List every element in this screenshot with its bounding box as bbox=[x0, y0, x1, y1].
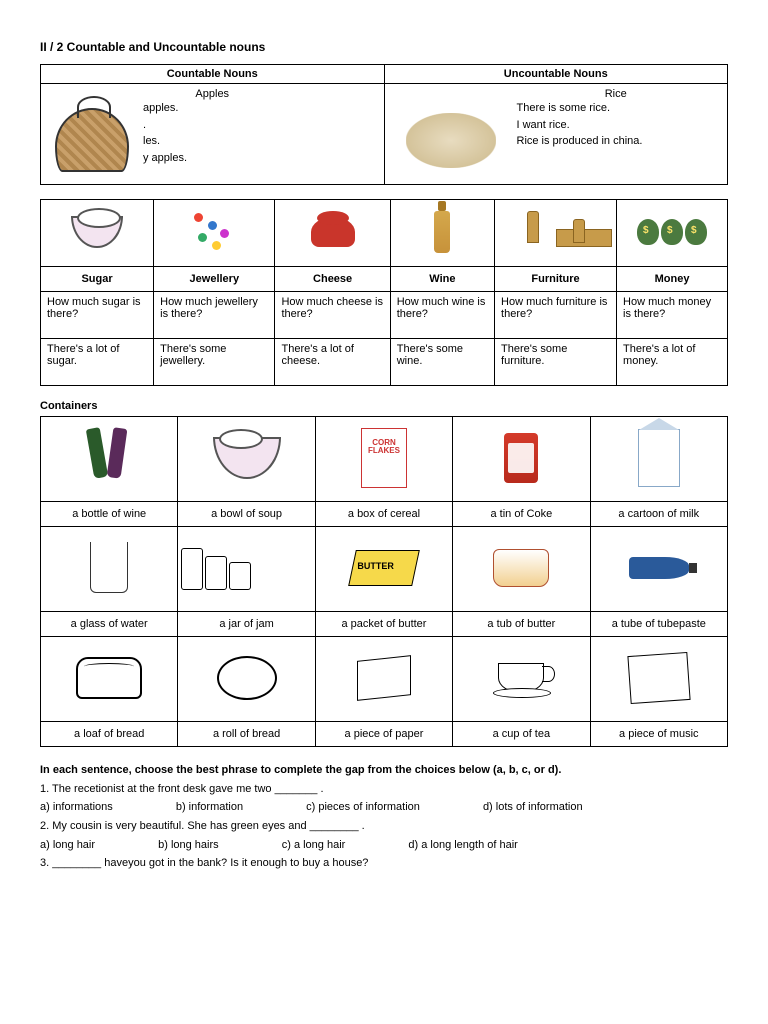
rice-icon bbox=[391, 100, 511, 180]
item-answer: There's a lot of sugar. bbox=[41, 339, 154, 386]
item-question: How much furniture is there? bbox=[495, 292, 617, 339]
money-icon bbox=[617, 200, 728, 267]
exercise-block: In each sentence, choose the best phrase… bbox=[40, 761, 728, 873]
worksheet-title: II / 2 Countable and Uncountable nouns bbox=[40, 40, 728, 54]
container-label: a piece of music bbox=[590, 722, 727, 747]
item-question: How much sugar is there? bbox=[41, 292, 154, 339]
apples-lines: apples. . les. y apples. bbox=[143, 100, 187, 180]
roll-icon bbox=[178, 637, 315, 722]
tube-icon bbox=[590, 527, 727, 612]
item-question: How much jewellery is there? bbox=[154, 292, 275, 339]
apples-basket-icon bbox=[47, 100, 137, 180]
item-answer: There's some furniture. bbox=[495, 339, 617, 386]
item-name: Sugar bbox=[41, 267, 154, 292]
container-label: a jar of jam bbox=[178, 612, 315, 637]
coke-can-icon bbox=[453, 417, 590, 502]
item-answer: There's some jewellery. bbox=[154, 339, 275, 386]
bed-icon bbox=[495, 200, 617, 267]
exercise-line: 1. The recetionist at the front desk gav… bbox=[40, 780, 728, 799]
item-name: Cheese bbox=[275, 267, 390, 292]
exercise-line: 3. ________ haveyou got in the bank? Is … bbox=[40, 854, 728, 873]
container-label: a bowl of soup bbox=[178, 502, 315, 527]
item-name: Money bbox=[617, 267, 728, 292]
nouns-table: Countable Nouns Uncountable Nouns Apples… bbox=[40, 64, 728, 185]
container-label: a tin of Coke bbox=[453, 502, 590, 527]
container-label: a packet of butter bbox=[315, 612, 452, 637]
item-name: Jewellery bbox=[154, 267, 275, 292]
cheese-icon bbox=[275, 200, 390, 267]
item-answer: There's a lot of cheese. bbox=[275, 339, 390, 386]
container-label: a bottle of wine bbox=[41, 502, 178, 527]
uncountable-cell: Rice There is some rice. I want rice. Ri… bbox=[384, 84, 728, 185]
item-question: How much money is there? bbox=[617, 292, 728, 339]
exercise-choices: a) long hair b) long hairs c) a long hai… bbox=[40, 836, 728, 855]
item-answer: There's some wine. bbox=[390, 339, 494, 386]
container-label: a glass of water bbox=[41, 612, 178, 637]
container-label: a tub of butter bbox=[453, 612, 590, 637]
container-label: a tube of tubepaste bbox=[590, 612, 727, 637]
item-answer: There's a lot of money. bbox=[617, 339, 728, 386]
exercise-line: 2. My cousin is very beautiful. She has … bbox=[40, 817, 728, 836]
container-label: a loaf of bread bbox=[41, 722, 178, 747]
item-name: Wine bbox=[390, 267, 494, 292]
rice-lines: There is some rice. I want rice. Rice is… bbox=[517, 100, 643, 180]
jewellery-icon bbox=[154, 200, 275, 267]
countable-header: Countable Nouns bbox=[41, 65, 385, 84]
containers-heading: Containers bbox=[40, 400, 728, 412]
wine-bottle-icon bbox=[41, 417, 178, 502]
butter-tub-icon bbox=[453, 527, 590, 612]
item-name: Furniture bbox=[495, 267, 617, 292]
items-table: Sugar Jewellery Cheese Wine Furniture Mo… bbox=[40, 199, 728, 386]
jars-icon bbox=[178, 527, 315, 612]
milk-carton-icon bbox=[590, 417, 727, 502]
paper-icon bbox=[315, 637, 452, 722]
uncountable-header: Uncountable Nouns bbox=[384, 65, 728, 84]
item-question: How much cheese is there? bbox=[275, 292, 390, 339]
cereal-box-icon bbox=[315, 417, 452, 502]
container-label: a box of cereal bbox=[315, 502, 452, 527]
exercise-prompt: In each sentence, choose the best phrase… bbox=[40, 761, 728, 780]
rice-label: Rice bbox=[391, 88, 722, 100]
container-label: a cartoon of milk bbox=[590, 502, 727, 527]
container-label: a cup of tea bbox=[453, 722, 590, 747]
loaf-icon bbox=[41, 637, 178, 722]
container-label: a roll of bread bbox=[178, 722, 315, 747]
glass-icon bbox=[41, 527, 178, 612]
wine-icon bbox=[390, 200, 494, 267]
containers-table: a bottle of wine a bowl of soup a box of… bbox=[40, 416, 728, 747]
teacup-icon bbox=[453, 637, 590, 722]
butter-packet-icon bbox=[315, 527, 452, 612]
item-question: How much wine is there? bbox=[390, 292, 494, 339]
container-label: a piece of paper bbox=[315, 722, 452, 747]
exercise-choices: a) informations b) information c) pieces… bbox=[40, 798, 728, 817]
music-note-icon bbox=[590, 637, 727, 722]
soup-bowl-icon bbox=[178, 417, 315, 502]
sugar-icon bbox=[41, 200, 154, 267]
countable-cell: Apples apples. . les. y apples. bbox=[41, 84, 385, 185]
